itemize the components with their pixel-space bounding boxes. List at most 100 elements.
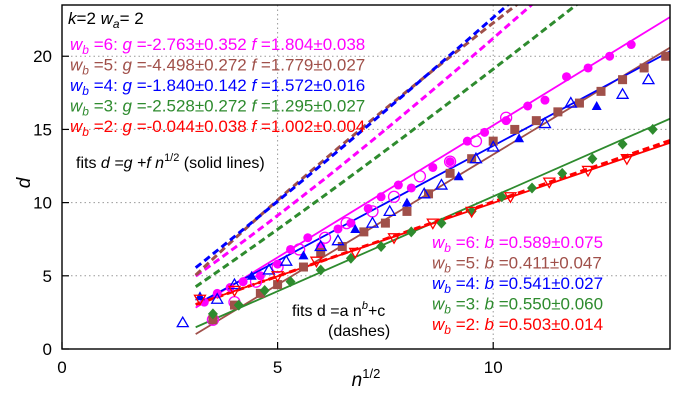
marker-wb3-12 [557,167,568,179]
param-wa: 2 [134,9,143,28]
marker-wb4-5 [262,263,276,275]
marker-wb5-14 [510,124,520,134]
marker-wb5-20 [639,63,649,73]
fit-note-solid: fits d =g +f n1/2 (solid lines) [76,152,265,172]
legend-exp-wb4: wb =4: b =0.541±0.027 [432,274,603,296]
marker-wb4-14 [417,187,431,199]
marker-wb6-open-12 [499,111,513,124]
marker-wb5-12 [467,154,477,164]
marker-wb4-20 [538,116,552,129]
marker-wb6-open-3 [271,260,284,274]
marker-wb6-4 [255,271,265,281]
marker-wb3-9 [466,205,477,217]
plot-frame [61,4,671,350]
grid [62,5,670,349]
marker-wb5-8 [380,218,390,228]
marker-wb6-open-9 [413,170,427,183]
fit-note-dashed-line2: (dashes) [328,323,390,340]
x-axis-label-base: n [352,370,363,391]
marker-wb6-20 [523,101,533,111]
marker-wb3-4 [315,264,326,276]
marker-wb4-24 [641,72,656,85]
marker-wb4-11 [365,216,380,228]
marker-wb6-6 [286,244,296,254]
marker-wb2-7 [465,206,479,219]
marker-wb6-14 [406,183,416,193]
marker-wb2-5 [387,233,401,245]
marker-wb5-16 [553,107,563,117]
marker-wb3-1 [233,299,244,311]
marker-wb6-open-4 [293,243,306,256]
legend-fit-wb5: wb =5: g =-4.498±0.272 f =1.779±0.027 [70,56,365,78]
data-markers [176,40,670,328]
marker-wb4-17 [469,151,483,164]
marker-wb6-10 [346,218,356,228]
marker-wb6-21 [540,95,550,105]
x-tick-label-0: 0 [57,358,66,377]
fit-dashed-wb3 [194,5,579,288]
marker-wb6-23 [583,63,593,73]
marker-wb4-12 [383,204,397,217]
legend-exp-wb5: wb =5: b =0.411±0.047 [432,254,602,276]
x-tick-label-2: 10 [484,358,503,377]
marker-wb4-3 [227,277,242,290]
marker-wb5-21 [661,51,670,61]
marker-wb3-3 [285,276,296,288]
marker-wb4-23 [615,87,630,99]
marker-wb6-15 [428,162,438,172]
marker-wb5-5 [316,247,326,257]
marker-wb5-6 [337,242,347,252]
fit-note-dashed-line1: fits d =a nb+c [292,300,385,320]
marker-wb5-2 [255,288,265,298]
marker-wb2-4 [348,247,362,260]
marker-wb4-4 [246,270,257,280]
legend-exp-wb3: wb =3: b =0.550±0.060 [432,295,603,317]
fit-dashed-wb6 [194,5,534,278]
marker-wb3-14 [617,138,628,150]
marker-wb5-11 [445,168,455,178]
marker-wb5-18 [596,86,606,96]
axes: 0 5 10 0 5 10 15 20 [33,47,503,377]
legend-exp-wb6: wb =6: b =0.589±0.075 [432,233,603,255]
marker-wb3-2 [259,284,270,296]
marker-wb6-25 [626,40,636,50]
marker-wb6-9 [333,224,343,234]
marker-wb4-2 [210,292,224,304]
marker-wb3-13 [587,153,598,165]
y-tick-label-1: 5 [43,267,52,286]
marker-wb2-10 [581,165,595,178]
marker-wb3-7 [406,226,417,238]
marker-wb6-open-8 [387,190,401,203]
marker-wb6-open-6 [340,216,353,230]
marker-wb4-13 [401,197,412,207]
marker-wb2-9 [542,177,556,189]
marker-wb6-18 [480,127,490,137]
marker-wb4-7 [298,250,309,260]
marker-wb3-11 [527,182,538,194]
marker-wb4-21 [564,96,578,108]
marker-wb5-10 [424,189,434,199]
marker-wb5-15 [531,116,541,126]
marker-wb5-3 [273,280,283,290]
marker-wb3-6 [376,241,387,253]
marker-wb5-7 [359,227,369,237]
y-tick-label-4: 20 [33,47,52,66]
marker-wb4-9 [331,233,345,246]
marker-wb6-open-11 [469,134,483,148]
marker-wb5-0 [208,315,218,325]
x-axis-label-exp: 1/2 [362,366,380,381]
marker-wb4-10 [350,223,361,233]
marker-wb3-15 [647,123,658,135]
marker-wb6-24 [605,51,615,61]
y-tick-label-2: 10 [33,194,52,213]
marker-wb2-1 [227,285,242,298]
marker-wb6-22 [562,72,572,82]
marker-wb6-13 [393,180,403,190]
legend-fit-wb3: wb =3: g =-2.528±0.272 f =1.295±0.027 [70,97,365,119]
marker-wb4-0 [176,315,190,328]
x-tick-label-1: 5 [273,358,282,377]
marker-wb6-7 [303,233,313,243]
marker-wb5-17 [574,98,584,108]
